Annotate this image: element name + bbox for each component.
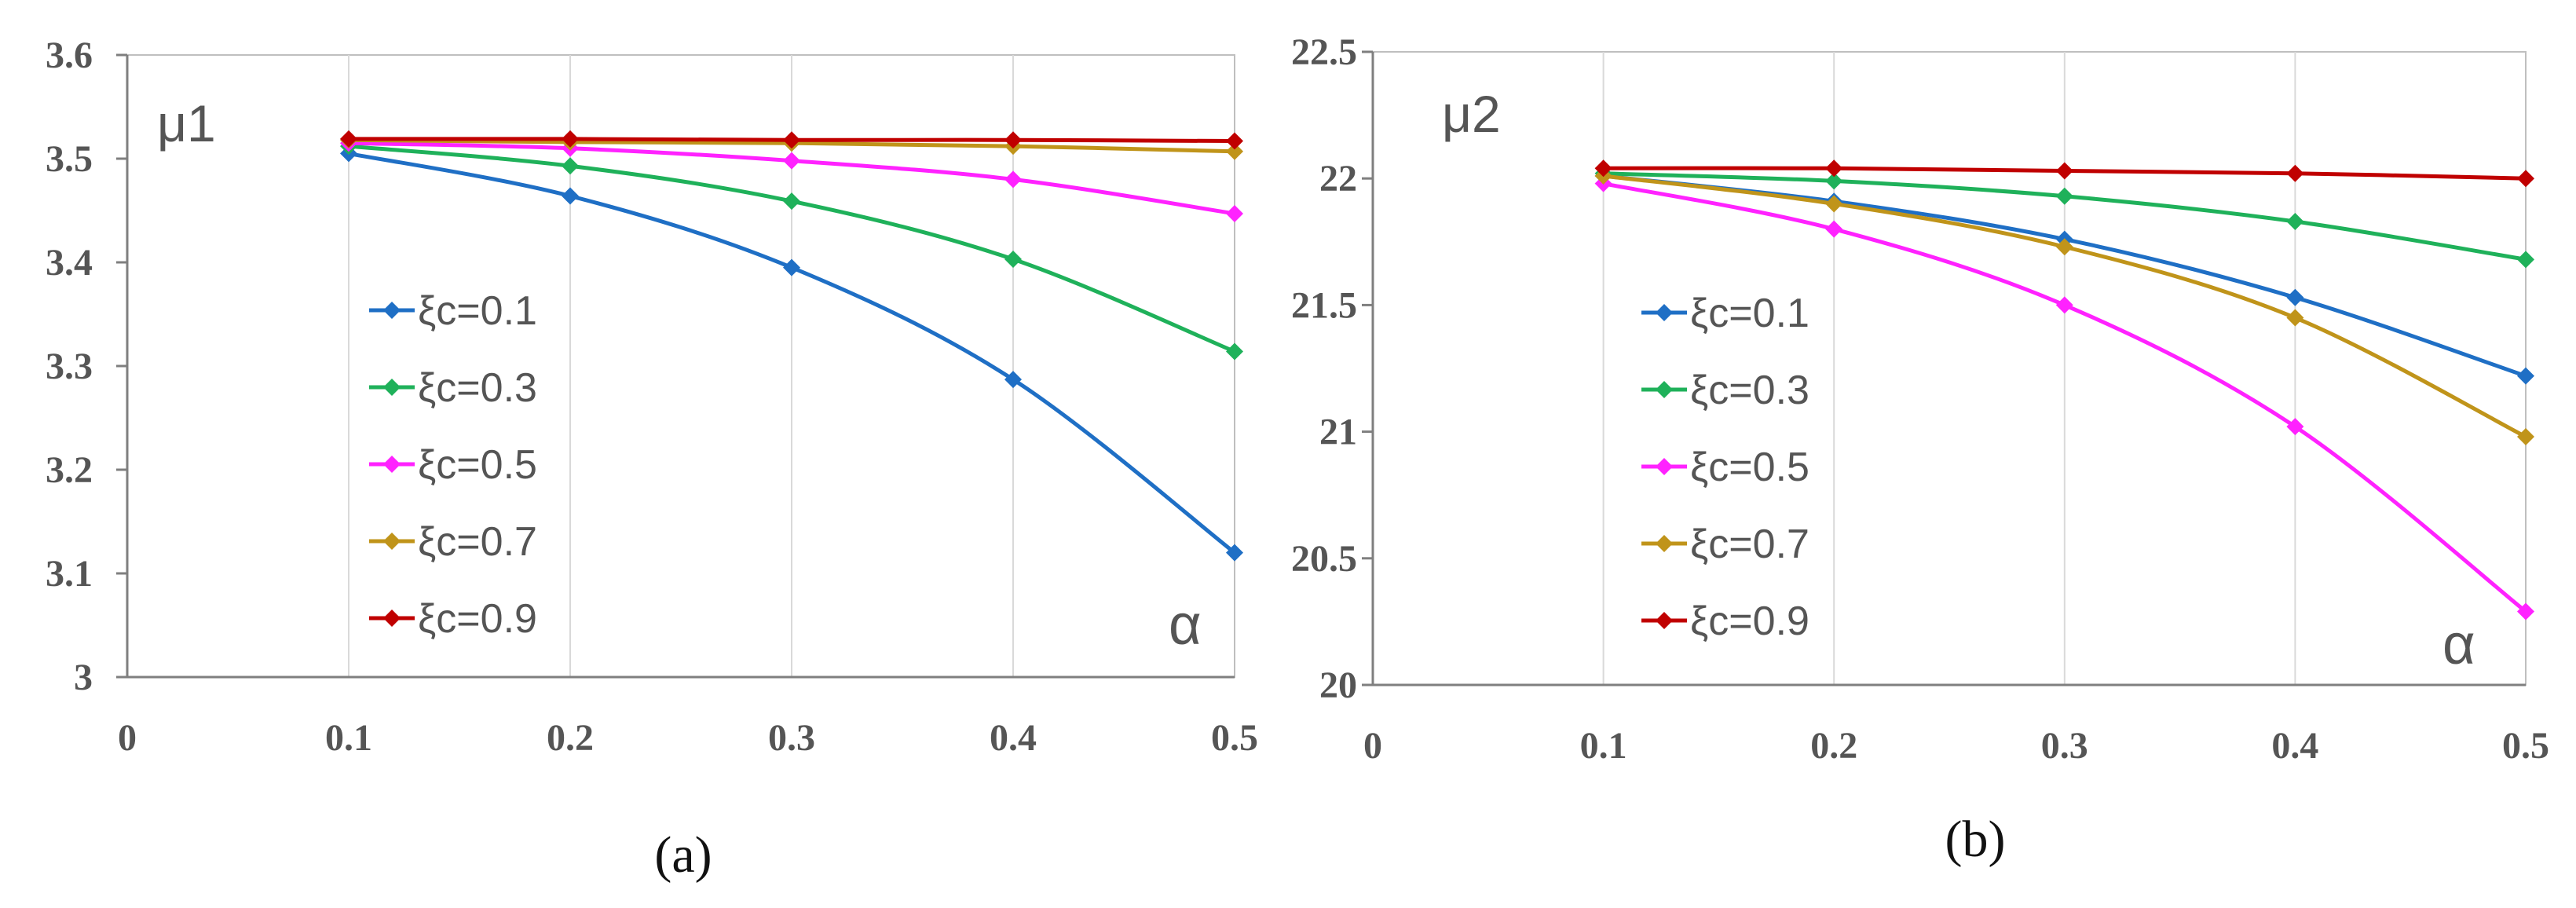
- plot-frame: [126, 54, 1235, 678]
- data-point-marker: [1594, 159, 1612, 178]
- legend-marker: [1656, 535, 1673, 552]
- data-point-marker: [2286, 164, 2304, 182]
- data-point-marker: [2286, 213, 2304, 231]
- legend-marker: [1656, 381, 1673, 398]
- panel-caption: (a): [654, 826, 712, 884]
- data-point-marker: [2517, 602, 2534, 621]
- legend-marker: [1656, 304, 1673, 321]
- x-tick-label: 0.1: [325, 717, 372, 759]
- legend-entry-label: ξc=0.7: [418, 519, 537, 565]
- legend-entry-label: ξc=0.7: [1690, 522, 1809, 567]
- x-tick-label: 0.4: [990, 717, 1037, 759]
- y-tick-label: 22: [1319, 158, 1357, 200]
- legend-entry-label: ξc=0.1: [1690, 291, 1809, 336]
- data-point-marker: [562, 187, 579, 205]
- legend: ξc=0.1 ξc=0.3 ξc=0.5 ξc=0.7 ξc=0.9: [1641, 291, 1809, 644]
- x-tick-label: 0.2: [1810, 725, 1857, 767]
- legend-entry-label: ξc=0.5: [418, 442, 537, 488]
- x-tick-label: 0.5: [1211, 717, 1258, 759]
- legend-entry-label: ξc=0.3: [1690, 368, 1809, 413]
- legend-marker: [383, 533, 401, 550]
- legend-marker: [383, 610, 401, 627]
- y-tick-label: 22.5: [1291, 31, 1357, 73]
- legend-marker: [1656, 612, 1673, 629]
- data-point-marker: [1004, 170, 1022, 189]
- data-point-marker: [1226, 142, 1243, 160]
- x-tick-label: 0.4: [2271, 725, 2318, 767]
- data-point-marker: [1825, 159, 1843, 178]
- y-tick-label: 21.5: [1291, 284, 1357, 326]
- data-point-marker: [1226, 132, 1243, 150]
- legend: ξc=0.1 ξc=0.3 ξc=0.5 ξc=0.7 ξc=0.9: [369, 288, 537, 642]
- y-tick-label: 20: [1319, 665, 1357, 706]
- data-point-marker: [783, 131, 800, 149]
- data-point-marker: [1825, 195, 1843, 213]
- data-point-marker: [2055, 187, 2073, 205]
- data-point-marker: [2517, 170, 2534, 188]
- legend-entry-label: ξc=0.5: [1690, 445, 1809, 490]
- x-tick-label: 0.3: [2041, 725, 2088, 767]
- y-axis-label: μ1: [157, 94, 216, 152]
- data-point-marker: [2517, 251, 2534, 269]
- data-point-marker: [2055, 238, 2073, 256]
- data-point-marker: [2517, 428, 2534, 446]
- x-tick-label: 0: [1363, 725, 1382, 767]
- data-point-marker: [2055, 296, 2073, 314]
- x-tick-label: 0.2: [547, 717, 594, 759]
- data-point-marker: [1004, 371, 1022, 389]
- data-point-marker: [1825, 172, 1843, 190]
- legend-marker: [383, 379, 401, 396]
- data-point-marker: [562, 130, 579, 148]
- y-tick-label: 21: [1319, 412, 1357, 453]
- legend-marker: [1656, 458, 1673, 475]
- data-point-marker: [562, 157, 579, 175]
- y-tick-label: 3.2: [46, 449, 93, 491]
- x-tick-label: 0.1: [1580, 725, 1627, 767]
- y-tick-label: 3: [74, 657, 93, 698]
- y-tick-label: 3.1: [46, 553, 93, 595]
- data-point-marker: [1004, 131, 1022, 149]
- data-point-marker: [2286, 288, 2304, 306]
- data-point-marker: [2517, 367, 2534, 385]
- panel-caption: (b): [1945, 811, 2006, 868]
- plot-frame: [1372, 51, 2527, 686]
- data-point-marker: [2055, 162, 2073, 180]
- y-tick-label: 20.5: [1291, 538, 1357, 580]
- data-point-marker: [783, 258, 800, 276]
- series-line-3: [1603, 181, 2527, 613]
- chart-panel-b: 20 20.5 21 21.5 22 22.5 0 0.1 0.2 0.3 0.4 0.5 μ2 α ξc=…: [1291, 31, 2549, 868]
- data-point-marker: [340, 130, 357, 148]
- legend-entry-label: ξc=0.3: [418, 365, 537, 411]
- x-tick-label: 0.5: [2502, 725, 2549, 767]
- x-tick-label: 0.3: [768, 717, 815, 759]
- y-tick-label: 3.5: [46, 138, 93, 180]
- data-point-marker: [1226, 544, 1243, 562]
- chart-panel-a: 3 3.1 3.2 3.3 3.4 3.5 3.6 0 0.1 0.2 0.3 0.4 0.5 μ1 α ξc…: [46, 35, 1258, 884]
- y-tick-label: 3.4: [46, 242, 93, 284]
- x-tick-label: 0: [118, 717, 137, 759]
- data-point-marker: [783, 152, 800, 170]
- legend-marker: [383, 302, 401, 319]
- y-tick-label: 3.6: [46, 35, 93, 76]
- legend-entry-label: ξc=0.9: [418, 596, 537, 642]
- y-axis-label: μ2: [1442, 85, 1501, 143]
- legend-entry-label: ξc=0.9: [1690, 599, 1809, 644]
- y-tick-label: 3.3: [46, 346, 93, 387]
- legend-entry-label: ξc=0.1: [418, 288, 537, 334]
- data-point-marker: [2286, 418, 2304, 436]
- data-point-marker: [2286, 309, 2304, 327]
- data-point-marker: [1226, 342, 1243, 361]
- x-axis-label: α: [2442, 613, 2475, 676]
- legend-marker: [383, 456, 401, 473]
- data-point-marker: [1825, 220, 1843, 238]
- data-point-marker: [1226, 204, 1243, 222]
- x-axis-label: α: [1169, 594, 1202, 657]
- data-point-marker: [1004, 251, 1022, 269]
- data-point-marker: [783, 192, 800, 211]
